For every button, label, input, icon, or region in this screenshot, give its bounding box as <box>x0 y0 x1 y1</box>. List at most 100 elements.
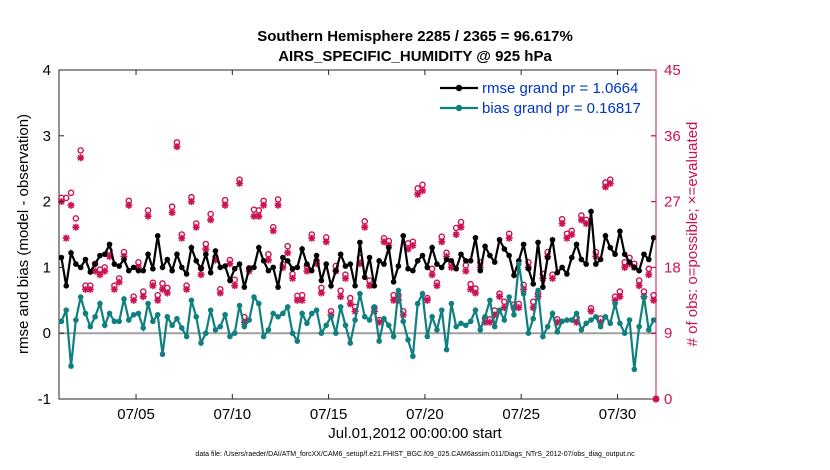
bias-point <box>482 313 488 320</box>
asterisk-stroke <box>154 297 161 304</box>
x-axis-label: Jul.01,2012 00:00:00 start <box>328 425 502 442</box>
y2-tick-label: 0 <box>664 391 672 408</box>
rmse-point <box>280 254 286 261</box>
obs-evaluated-marker <box>183 285 191 293</box>
rmse-point <box>77 264 84 271</box>
obs-evaluated-marker <box>486 318 494 326</box>
rmse-point <box>116 263 122 269</box>
obs-evaluated-marker <box>317 289 325 297</box>
bias-point <box>607 320 614 327</box>
bias-point <box>496 307 503 313</box>
obs-evaluated-marker <box>149 282 157 290</box>
obs-evaluated-marker <box>361 223 369 231</box>
bias-point <box>395 287 402 294</box>
asterisk-stroke <box>260 202 267 209</box>
rmse-point <box>361 274 368 281</box>
rmse-point <box>260 258 267 264</box>
rmse-point <box>501 246 508 252</box>
obs-evaluated-marker <box>139 293 147 301</box>
rmse-point <box>68 250 74 256</box>
bias-point <box>525 330 532 337</box>
bias-point <box>174 315 180 322</box>
bias-point <box>260 333 267 340</box>
obs-evaluated-marker <box>192 223 200 231</box>
y2-axis-label: # of obs: o=possible; ×=evaluated <box>684 122 701 347</box>
rmse-point <box>284 258 291 264</box>
asterisk-stroke <box>125 202 132 209</box>
bias-point <box>265 327 272 333</box>
rmse-point <box>597 256 604 263</box>
asterisk-stroke <box>197 271 205 278</box>
asterisk-stroke <box>424 297 431 304</box>
rmse-point <box>207 269 214 276</box>
bias-point <box>573 310 580 317</box>
obs-evaluated-marker <box>125 201 133 209</box>
y2-tick-label: 9 <box>664 325 672 342</box>
y2-tick-label: 45 <box>664 62 681 79</box>
asterisk-stroke <box>361 224 368 231</box>
bias-point <box>159 351 166 358</box>
bias-point <box>308 310 315 317</box>
bias-point <box>73 317 79 323</box>
obs-evaluated-marker <box>289 274 297 282</box>
rmse-point <box>251 264 257 271</box>
bias-point <box>400 318 407 325</box>
asterisk-stroke <box>347 300 354 308</box>
obs-evaluated-marker <box>635 282 643 290</box>
y2-tick-label: 36 <box>664 128 681 145</box>
asterisk-stroke <box>650 297 657 304</box>
rmse-point <box>568 254 575 261</box>
asterisk-stroke <box>578 216 585 224</box>
obs-evaluated-marker <box>115 278 123 286</box>
bias-point <box>183 333 190 340</box>
obs-evaluated-marker <box>236 179 244 187</box>
asterisk-stroke <box>96 271 104 278</box>
rmse-point <box>126 267 132 274</box>
bias-point <box>169 322 175 329</box>
bias-point <box>434 327 440 333</box>
bias-point <box>217 323 224 330</box>
bias-point <box>520 290 527 297</box>
obs-evaluated-marker <box>433 282 441 290</box>
bias-point <box>410 353 416 360</box>
bias-point <box>337 304 344 310</box>
rmse-point <box>154 233 161 239</box>
rmse-point <box>477 267 484 274</box>
bias-point <box>390 333 397 340</box>
obs-evaluated-marker <box>582 220 590 228</box>
rmse-point <box>535 239 541 246</box>
bias-point <box>376 338 382 344</box>
bias-point <box>178 325 185 331</box>
bias-point <box>381 315 387 322</box>
obs-evaluated-marker <box>274 201 282 209</box>
rmse-point <box>212 248 219 254</box>
bias-point <box>313 307 320 313</box>
obs-evaluated-marker <box>154 296 162 304</box>
rmse-point <box>482 243 488 250</box>
rmse-point <box>313 252 320 259</box>
rmse-point <box>631 264 638 271</box>
y-tick-label: 3 <box>43 128 51 145</box>
rmse-point <box>308 267 315 274</box>
rmse-point <box>318 277 325 284</box>
bias-point <box>515 261 522 267</box>
bias-point <box>477 327 484 333</box>
obs-evaluated-marker <box>418 187 426 195</box>
rmse-point <box>73 261 79 267</box>
asterisk-stroke <box>462 267 469 275</box>
obs-evaluated-marker <box>645 271 653 279</box>
rmse-point <box>352 283 358 289</box>
bias-point <box>361 313 368 320</box>
asterisk-stroke <box>289 275 296 282</box>
bias-point <box>126 317 132 323</box>
asterisk-stroke <box>294 297 301 304</box>
asterisk-stroke <box>116 278 123 286</box>
bias-point <box>304 320 310 327</box>
bias-point <box>559 318 565 325</box>
rmse-point <box>472 234 479 241</box>
obs-evaluated-marker <box>428 271 436 279</box>
rmse-point <box>135 267 142 274</box>
rmse-point <box>371 283 378 289</box>
rmse-series <box>58 208 657 291</box>
bias-point <box>140 325 147 331</box>
